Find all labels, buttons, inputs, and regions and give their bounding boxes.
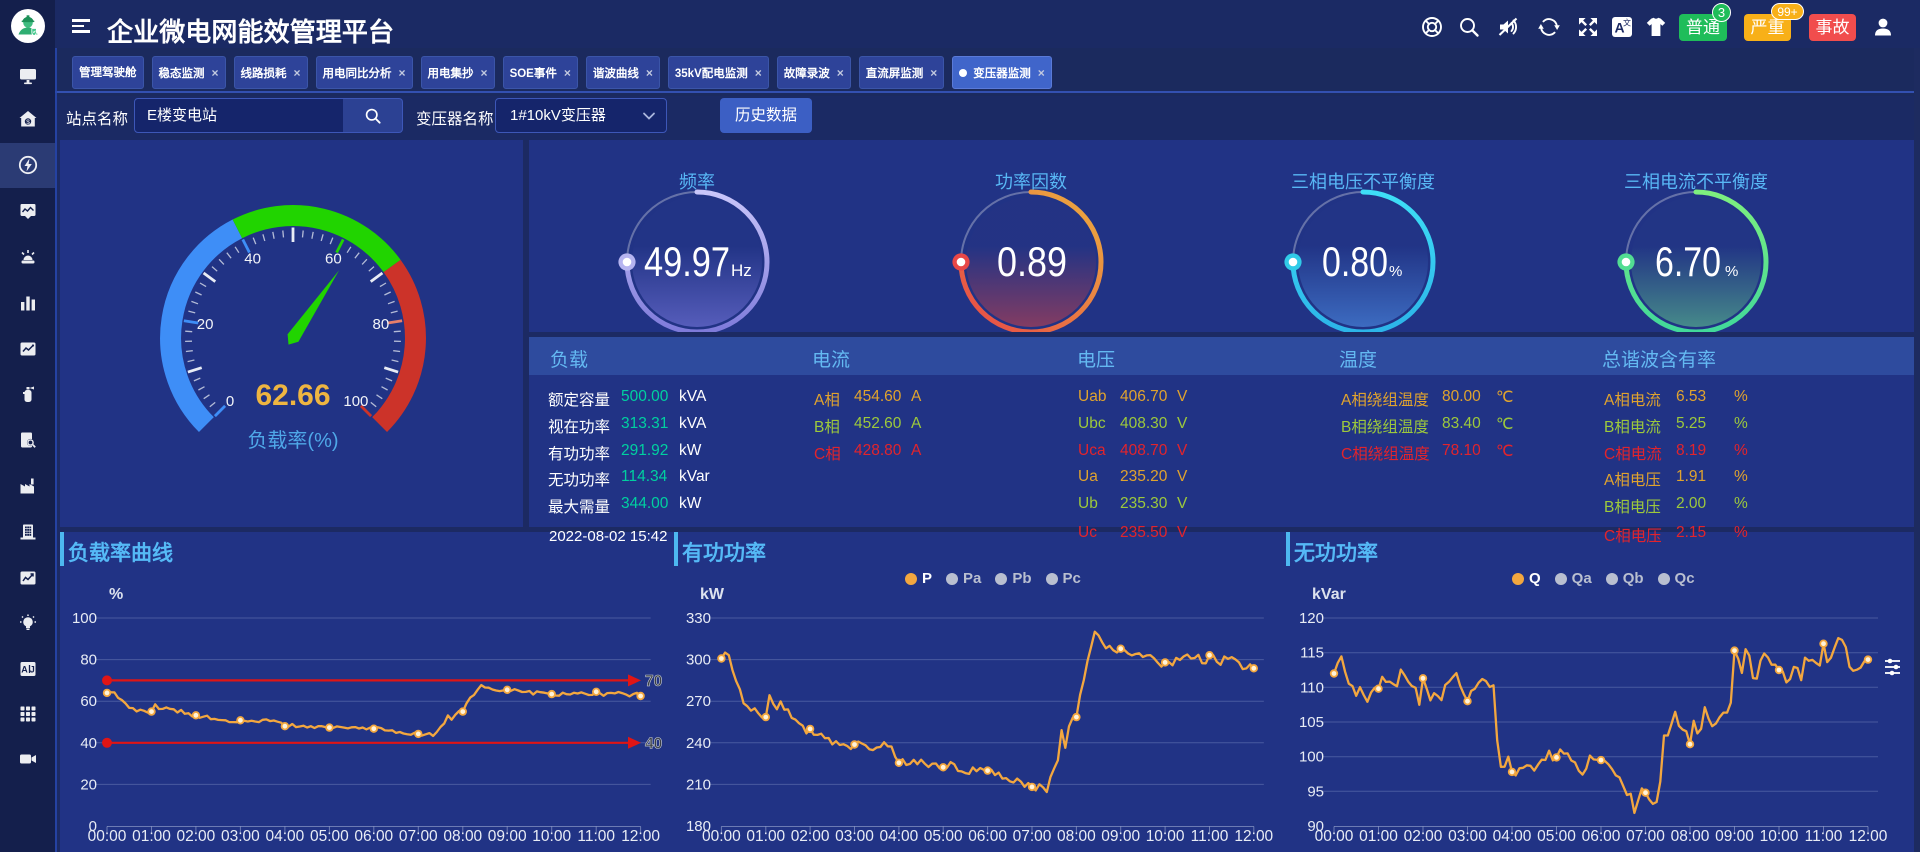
svg-text:05:00: 05:00: [1537, 828, 1576, 845]
svg-text:115: 115: [1300, 645, 1324, 662]
svg-text:10:00: 10:00: [1146, 828, 1185, 845]
svg-text:6.70: 6.70: [1655, 238, 1721, 285]
svg-text:04:00: 04:00: [1493, 828, 1532, 845]
svg-text:10:00: 10:00: [1760, 828, 1799, 845]
svg-text:文: 文: [1623, 18, 1631, 28]
svg-text:110: 110: [1300, 679, 1324, 696]
svg-text:100: 100: [72, 610, 97, 627]
svg-text:08:00: 08:00: [1057, 828, 1096, 845]
svg-text:105: 105: [1299, 714, 1324, 731]
svg-text:11:00: 11:00: [577, 828, 615, 845]
svg-text:80: 80: [80, 652, 97, 669]
svg-text:62.66: 62.66: [255, 379, 330, 412]
svg-text:Hz: Hz: [731, 261, 752, 280]
svg-text:06:00: 06:00: [354, 828, 393, 845]
svg-text:$: $: [26, 119, 30, 126]
svg-text:02:00: 02:00: [791, 828, 830, 845]
svg-text:08:00: 08:00: [1671, 828, 1710, 845]
svg-text:0: 0: [89, 818, 97, 835]
svg-text:12:00: 12:00: [621, 828, 660, 845]
svg-text:00:00: 00:00: [1315, 828, 1354, 845]
svg-text:负载率(%): 负载率(%): [247, 429, 338, 452]
svg-text:210: 210: [686, 776, 711, 793]
svg-text:03:00: 03:00: [835, 828, 874, 845]
svg-text:06:00: 06:00: [1582, 828, 1621, 845]
svg-text:03:00: 03:00: [1448, 828, 1487, 845]
svg-text:01:00: 01:00: [746, 828, 785, 845]
svg-text:00:00: 00:00: [702, 828, 741, 845]
svg-text:09:00: 09:00: [1715, 828, 1754, 845]
svg-text:05:00: 05:00: [310, 828, 349, 845]
svg-text:80: 80: [373, 316, 390, 333]
svg-text:07:00: 07:00: [1626, 828, 1665, 845]
svg-text:04:00: 04:00: [266, 828, 305, 845]
svg-text:40: 40: [80, 735, 97, 752]
svg-text:04:00: 04:00: [880, 828, 919, 845]
svg-text:02:00: 02:00: [1404, 828, 1443, 845]
svg-text:A: A: [21, 665, 28, 675]
svg-text:11:00: 11:00: [1805, 828, 1843, 845]
svg-text:J: J: [30, 665, 35, 675]
svg-text:%: %: [109, 586, 123, 603]
svg-text:330: 330: [686, 610, 711, 627]
svg-text:0: 0: [226, 393, 234, 410]
svg-text:07:00: 07:00: [1013, 828, 1052, 845]
svg-text:180: 180: [686, 818, 711, 835]
svg-text:03:00: 03:00: [221, 828, 260, 845]
svg-text:07:00: 07:00: [399, 828, 438, 845]
svg-text:02:00: 02:00: [177, 828, 216, 845]
svg-text:01:00: 01:00: [1359, 828, 1398, 845]
svg-text:%: %: [1389, 263, 1402, 280]
svg-text:95: 95: [1307, 783, 1324, 800]
svg-text:11:00: 11:00: [1191, 828, 1229, 845]
svg-text:12:00: 12:00: [1849, 828, 1888, 845]
svg-text:20: 20: [80, 776, 97, 793]
svg-text:05:00: 05:00: [924, 828, 963, 845]
svg-text:10:00: 10:00: [532, 828, 571, 845]
svg-text:70: 70: [645, 673, 662, 690]
svg-text:60: 60: [80, 693, 97, 710]
svg-text:90: 90: [1307, 818, 1324, 835]
svg-text:12:00: 12:00: [1234, 828, 1273, 845]
svg-text:240: 240: [686, 735, 711, 752]
svg-text:100: 100: [1299, 749, 1324, 766]
svg-text:20: 20: [197, 316, 214, 333]
svg-text:40: 40: [645, 735, 662, 752]
svg-text:300: 300: [686, 652, 711, 669]
svg-text:49.97: 49.97: [644, 238, 730, 285]
svg-text:120: 120: [1299, 610, 1324, 627]
svg-text:A: A: [1614, 20, 1624, 36]
svg-text:00:00: 00:00: [88, 828, 127, 845]
svg-text:01:00: 01:00: [132, 828, 171, 845]
svg-text:09:00: 09:00: [1101, 828, 1140, 845]
svg-text:40: 40: [244, 251, 261, 268]
svg-text:100: 100: [343, 393, 368, 410]
svg-text:06:00: 06:00: [968, 828, 1007, 845]
svg-text:0.80: 0.80: [1322, 238, 1388, 285]
svg-text:0.89: 0.89: [997, 238, 1067, 285]
svg-text:08:00: 08:00: [443, 828, 482, 845]
svg-text:270: 270: [686, 693, 711, 710]
svg-text:%: %: [1725, 263, 1738, 280]
svg-text:60: 60: [325, 251, 342, 268]
svg-text:09:00: 09:00: [488, 828, 527, 845]
